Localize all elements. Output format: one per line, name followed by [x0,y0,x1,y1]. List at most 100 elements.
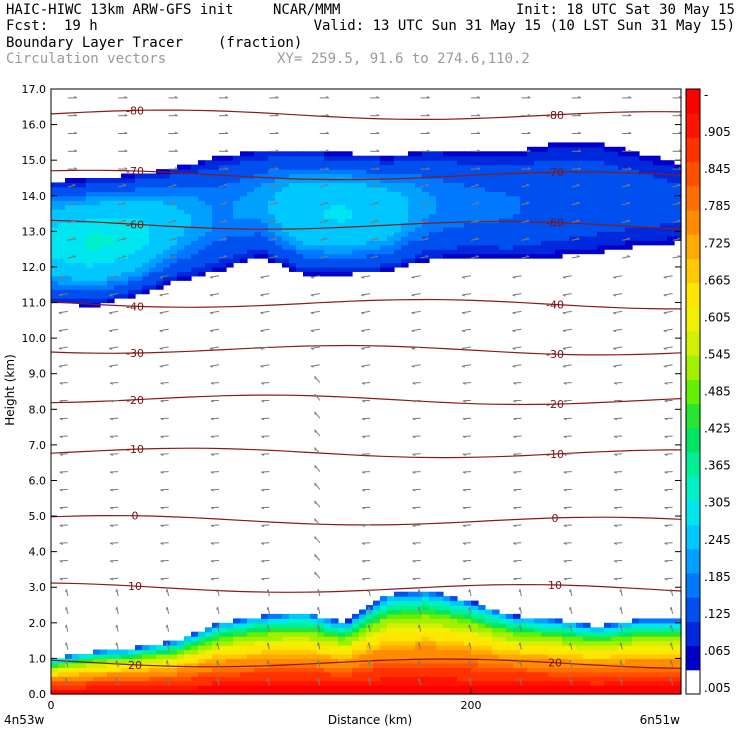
tracer-cell [674,222,682,228]
tracer-cell [394,244,402,250]
circulation-vector-head [210,542,214,545]
tracer-cell [660,645,668,651]
circulation-vector-head [664,542,668,545]
tracer-cell [198,676,206,682]
tracer-cell [282,627,290,633]
tracer-cell [408,218,416,224]
colorbar-segment [686,597,700,622]
tracer-cell [478,654,486,660]
tracer-cell [93,195,101,201]
tracer-cell [534,622,542,628]
circulation-vector [571,184,580,188]
tracer-cell [429,600,437,606]
tracer-cell [163,671,171,677]
tracer-cell [163,689,171,695]
tracer-cell [359,178,367,184]
tracer-cell [282,253,290,259]
tracer-cell [611,169,619,175]
tracer-cell [429,609,437,615]
tracer-cell [604,146,612,152]
y-tick-label: 17.0 [22,83,47,96]
tracer-cell [464,253,472,259]
tracer-cell [380,195,388,201]
tracer-cell [429,622,437,628]
tracer-cell [303,262,311,268]
tracer-cell [436,596,444,602]
tracer-cell [506,244,514,250]
circulation-vector [319,238,328,241]
tracer-cell [555,213,563,219]
circulation-vector-head [477,167,481,170]
circulation-vector-head [526,237,530,240]
tracer-cell [569,178,577,184]
tracer-cell [338,654,346,660]
tracer-cell [142,226,150,232]
tracer-cell [282,164,290,170]
tracer-cell [65,293,73,299]
tracer-cell [380,204,388,210]
tracer-cell [226,169,234,175]
tracer-cell [296,618,304,624]
circulation-vector [462,346,472,349]
tracer-cell [275,235,283,241]
tracer-cell [408,231,416,237]
tracer-cell [79,191,87,197]
tracer-cell [667,645,675,651]
tracer-cell [520,226,528,232]
tracer-cell [219,667,227,673]
circulation-vector [470,256,479,259]
tracer-cell [149,258,157,264]
tracer-cell [373,195,381,201]
tracer-cell [324,151,332,157]
tracer-cell [268,222,276,228]
tracer-cell [583,636,591,642]
tracer-cell [646,649,654,655]
tracer-cell [597,680,605,686]
tracer-cell [548,645,556,651]
colorbar-segment [686,379,700,405]
tracer-cell [289,618,297,624]
colorbar-segment [686,258,700,284]
tracer-cell [135,231,143,237]
tracer-cell [219,658,227,664]
tracer-cell [191,235,199,241]
tracer-cell [464,213,472,219]
tracer-cell [163,235,171,241]
tracer-cell [534,680,542,686]
tracer-cell [639,622,647,628]
tracer-cell [394,173,402,179]
tracer-cell [93,689,101,695]
tracer-cell [296,231,304,237]
tracer-cell [324,662,332,668]
tracer-cell [170,654,178,660]
tracer-cell [331,253,339,259]
tracer-cell [128,182,136,188]
tracer-cell [128,689,136,695]
circulation-vector-head [109,276,113,279]
tracer-cell [443,605,451,611]
tracer-cell [499,649,507,655]
tracer-cell [429,649,437,655]
tracer-cell [352,169,360,175]
tracer-cell [58,213,66,219]
tracer-cell [674,618,682,624]
tracer-cell [548,689,556,695]
tracer-cell [499,195,507,201]
circulation-vector-head [562,312,566,315]
tracer-cell [674,164,682,170]
circulation-vector [260,364,270,367]
tracer-cell [555,200,563,206]
tracer-cell [583,244,591,250]
tracer-cell [289,622,297,628]
tracer-cell [366,231,374,237]
tracer-cell [352,654,360,660]
circulation-vector [217,606,220,615]
tracer-cell [478,151,486,157]
tracer-cell [233,667,241,673]
circulation-vector [67,202,76,206]
temperature-contour [50,658,682,669]
tracer-cell [261,235,269,241]
tracer-cell [380,213,388,219]
tracer-cell [331,618,339,624]
tracer-cell [58,182,66,188]
